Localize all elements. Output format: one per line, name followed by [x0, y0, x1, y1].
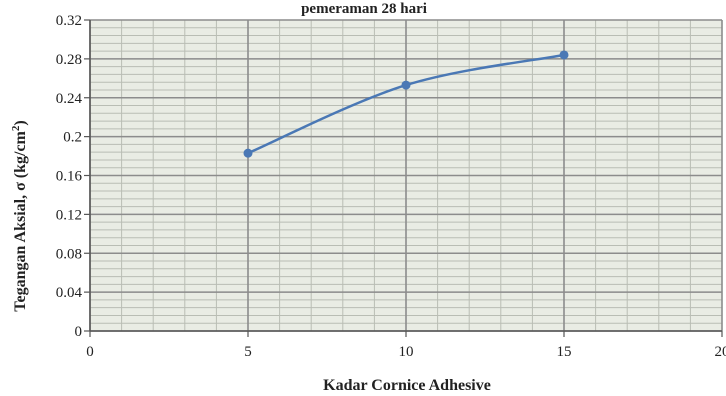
x-tick-label: 20 [715, 344, 726, 360]
tick-labels: 0 0.04 0.08 0.12 0.16 0.2 0.24 0.28 0.32 0 5 10 15 20 [56, 13, 726, 360]
axes [84, 19, 723, 337]
y-tick-label: 0.24 [56, 91, 83, 107]
x-tick-label: 0 [86, 344, 94, 360]
data-point [401, 80, 411, 90]
x-tick-label: 5 [244, 344, 252, 360]
y-tick-label: 0.08 [56, 246, 82, 262]
y-axis-title-main: Tegangan Aksial, σ (kg/cm [12, 130, 29, 311]
y-tick-label: 0.04 [56, 285, 83, 301]
y-tick-label: 0.32 [56, 13, 82, 29]
y-axis-title-end: ) [12, 120, 29, 125]
y-tick-label: 0.12 [56, 207, 82, 223]
y-tick-label: 0.2 [63, 130, 82, 146]
data-point [243, 148, 253, 158]
x-tick-label: 10 [399, 344, 414, 360]
chart-title: pemeraman 28 hari [301, 1, 427, 17]
x-tick-label: 15 [557, 344, 572, 360]
y-tick-label: 0.16 [56, 169, 83, 185]
x-axis-title: Kadar Cornice Adhesive [323, 377, 491, 394]
data-point [559, 50, 569, 60]
y-tick-label: 0.28 [56, 52, 82, 68]
y-axis-title-superscript: 2 [10, 125, 22, 131]
y-axis-title: Tegangan Aksial, σ (kg/cm2) [10, 120, 29, 311]
series-group [243, 50, 569, 158]
y-tick-label: 0 [75, 324, 83, 340]
